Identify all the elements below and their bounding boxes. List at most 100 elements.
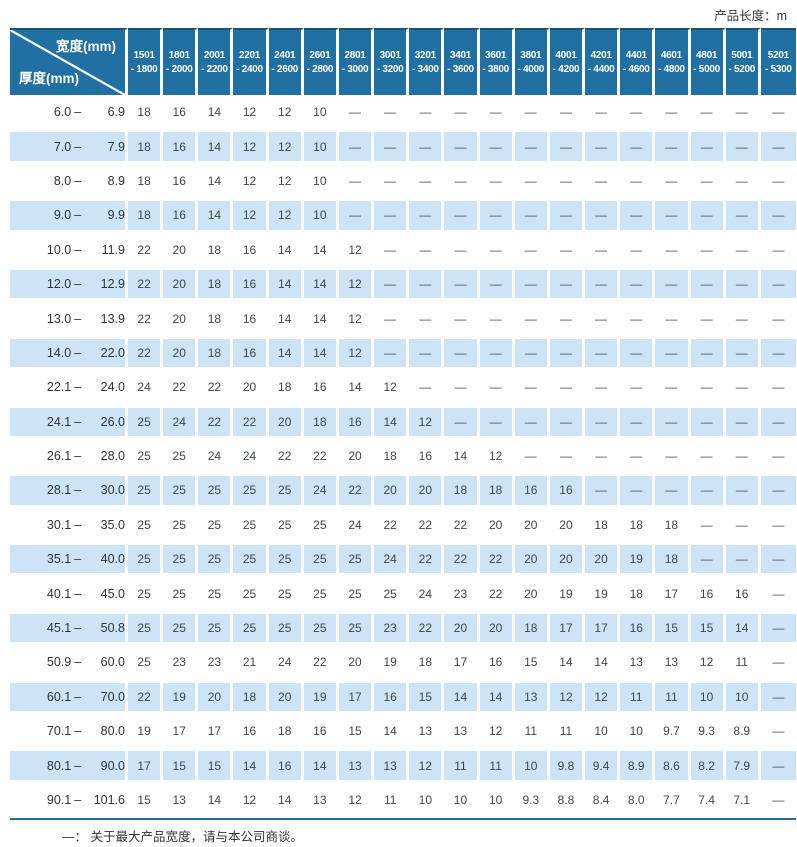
max-length-cell: 25: [233, 610, 269, 646]
max-length-cell: 14: [374, 714, 410, 749]
no-data-cell: —: [725, 473, 761, 508]
max-length-cell: 13: [303, 782, 339, 818]
no-data-cell: —: [725, 232, 761, 267]
no-data-cell: —: [725, 335, 761, 371]
no-data-cell: —: [549, 370, 586, 405]
thickness-range-label: 35.1–40.0: [10, 542, 128, 577]
max-length-cell: 16: [514, 473, 550, 508]
max-length-cell: 25: [128, 404, 164, 439]
max-length-cell: 22: [128, 301, 164, 336]
no-data-cell: —: [409, 266, 445, 302]
max-length-cell: 15: [338, 714, 375, 749]
max-length-cell: 10: [444, 782, 480, 818]
thickness-range-label: 28.1–30.0: [10, 473, 128, 508]
no-data-cell: —: [444, 370, 480, 405]
no-data-cell: —: [760, 198, 796, 233]
no-data-cell: —: [725, 95, 761, 130]
max-length-cell: 16: [233, 714, 269, 749]
no-data-cell: —: [409, 95, 445, 130]
max-length-cell: 12: [233, 163, 269, 199]
no-data-cell: —: [409, 198, 445, 233]
max-length-cell: 22: [409, 542, 445, 577]
max-length-cell: 9.4: [585, 748, 621, 783]
no-data-cell: —: [655, 95, 691, 130]
max-length-cell: 25: [163, 576, 199, 611]
max-length-cell: 25: [163, 438, 199, 474]
max-length-cell: 11: [374, 782, 410, 818]
table-body: 6.0–6.9 18 16 14 12 12 10— — — — — — — — — — — — —7.0–7.9 1…: [10, 95, 796, 818]
no-data-cell: —: [444, 163, 480, 199]
max-length-cell: 22: [128, 232, 164, 267]
no-data-cell: —: [690, 266, 726, 302]
thickness-row: 28.1–30.0 25 25 25 25 25 24 22 20 20 18 18 16 16— — — — —…: [10, 473, 796, 508]
max-length-cell: 22: [479, 576, 515, 611]
max-length-cell: 24: [128, 370, 164, 405]
max-length-cell: 18: [128, 95, 164, 130]
max-length-cell: 25: [128, 507, 164, 543]
max-length-cell: 12: [268, 163, 304, 199]
max-length-cell: 25: [198, 576, 234, 611]
width-range-header: 2401- 2600: [268, 28, 304, 95]
max-length-cell: 22: [409, 507, 445, 543]
no-data-cell: —: [655, 473, 691, 508]
no-data-cell: —: [760, 542, 796, 577]
no-data-cell: —: [479, 163, 515, 199]
max-length-cell: 10: [585, 714, 621, 749]
max-length-cell: 14: [585, 645, 621, 680]
max-length-cell: 15: [690, 610, 726, 646]
max-length-cell: 14: [374, 404, 410, 439]
thickness-row: 22.1–24.0 24 22 22 20 18 16 14 12— — — — — — — — — — —: [10, 370, 796, 405]
max-length-cell: 25: [128, 576, 164, 611]
no-data-cell: —: [549, 163, 586, 199]
no-data-cell: —: [549, 198, 586, 233]
no-data-cell: —: [549, 266, 586, 302]
thickness-row: 50.9–60.0 25 23 23 21 24 22 20 19 18 17 16 15 14 14 13 1…: [10, 645, 796, 680]
max-length-cell: 12: [479, 438, 515, 474]
thickness-row: 80.1–90.0 17 15 15 14 16 14 13 13 12 11 11 10 9.8 9.4 8…: [10, 748, 796, 783]
no-data-cell: —: [760, 129, 796, 164]
max-length-cell: 12: [374, 370, 410, 405]
max-length-cell: 10: [479, 782, 515, 818]
max-length-cell: 16: [268, 748, 304, 783]
max-length-cell: 20: [514, 576, 550, 611]
table-bottom-rule: [10, 818, 796, 820]
no-data-cell: —: [585, 232, 621, 267]
max-length-cell: 10: [303, 163, 339, 199]
max-length-cell: 25: [163, 473, 199, 508]
max-length-cell: 10: [303, 95, 339, 130]
width-range-header: 1801- 2000: [163, 28, 199, 95]
max-length-cell: 22: [198, 404, 234, 439]
max-length-cell: 18: [198, 266, 234, 302]
no-data-cell: —: [514, 266, 550, 302]
max-length-cell: 8.8: [549, 782, 586, 818]
max-length-cell: 20: [268, 404, 304, 439]
thickness-row: 70.1–80.0 19 17 17 16 18 16 15 14 13 13 12 11 11 10 10 9…: [10, 714, 796, 749]
no-data-cell: —: [655, 370, 691, 405]
thickness-range-label: 24.1–26.0: [10, 404, 128, 439]
max-length-cell: 12: [268, 198, 304, 233]
no-data-cell: —: [655, 438, 691, 474]
max-length-cell: 25: [128, 610, 164, 646]
no-data-cell: —: [725, 266, 761, 302]
max-length-cell: 16: [163, 95, 199, 130]
thickness-range-label: 10.0–11.9: [10, 232, 128, 267]
width-range-header: 3601- 3800: [479, 28, 515, 95]
max-length-cell: 18: [198, 232, 234, 267]
thickness-range-label: 30.1–35.0: [10, 507, 128, 543]
no-data-cell: —: [549, 438, 586, 474]
max-length-cell: 10: [620, 714, 656, 749]
no-data-cell: —: [620, 163, 656, 199]
max-length-cell: 20: [585, 542, 621, 577]
width-range-header: 4801- 5000: [690, 28, 726, 95]
no-data-cell: —: [760, 370, 796, 405]
no-data-cell: —: [690, 507, 726, 543]
no-data-cell: —: [479, 301, 515, 336]
no-data-cell: —: [374, 129, 410, 164]
thickness-range-label: 14.0–22.0: [10, 335, 128, 371]
max-length-cell: 12: [549, 679, 586, 715]
max-length-cell: 23: [374, 610, 410, 646]
max-length-cell: 25: [198, 507, 234, 543]
no-data-cell: —: [725, 438, 761, 474]
no-data-cell: —: [690, 95, 726, 130]
max-length-cell: 25: [128, 645, 164, 680]
